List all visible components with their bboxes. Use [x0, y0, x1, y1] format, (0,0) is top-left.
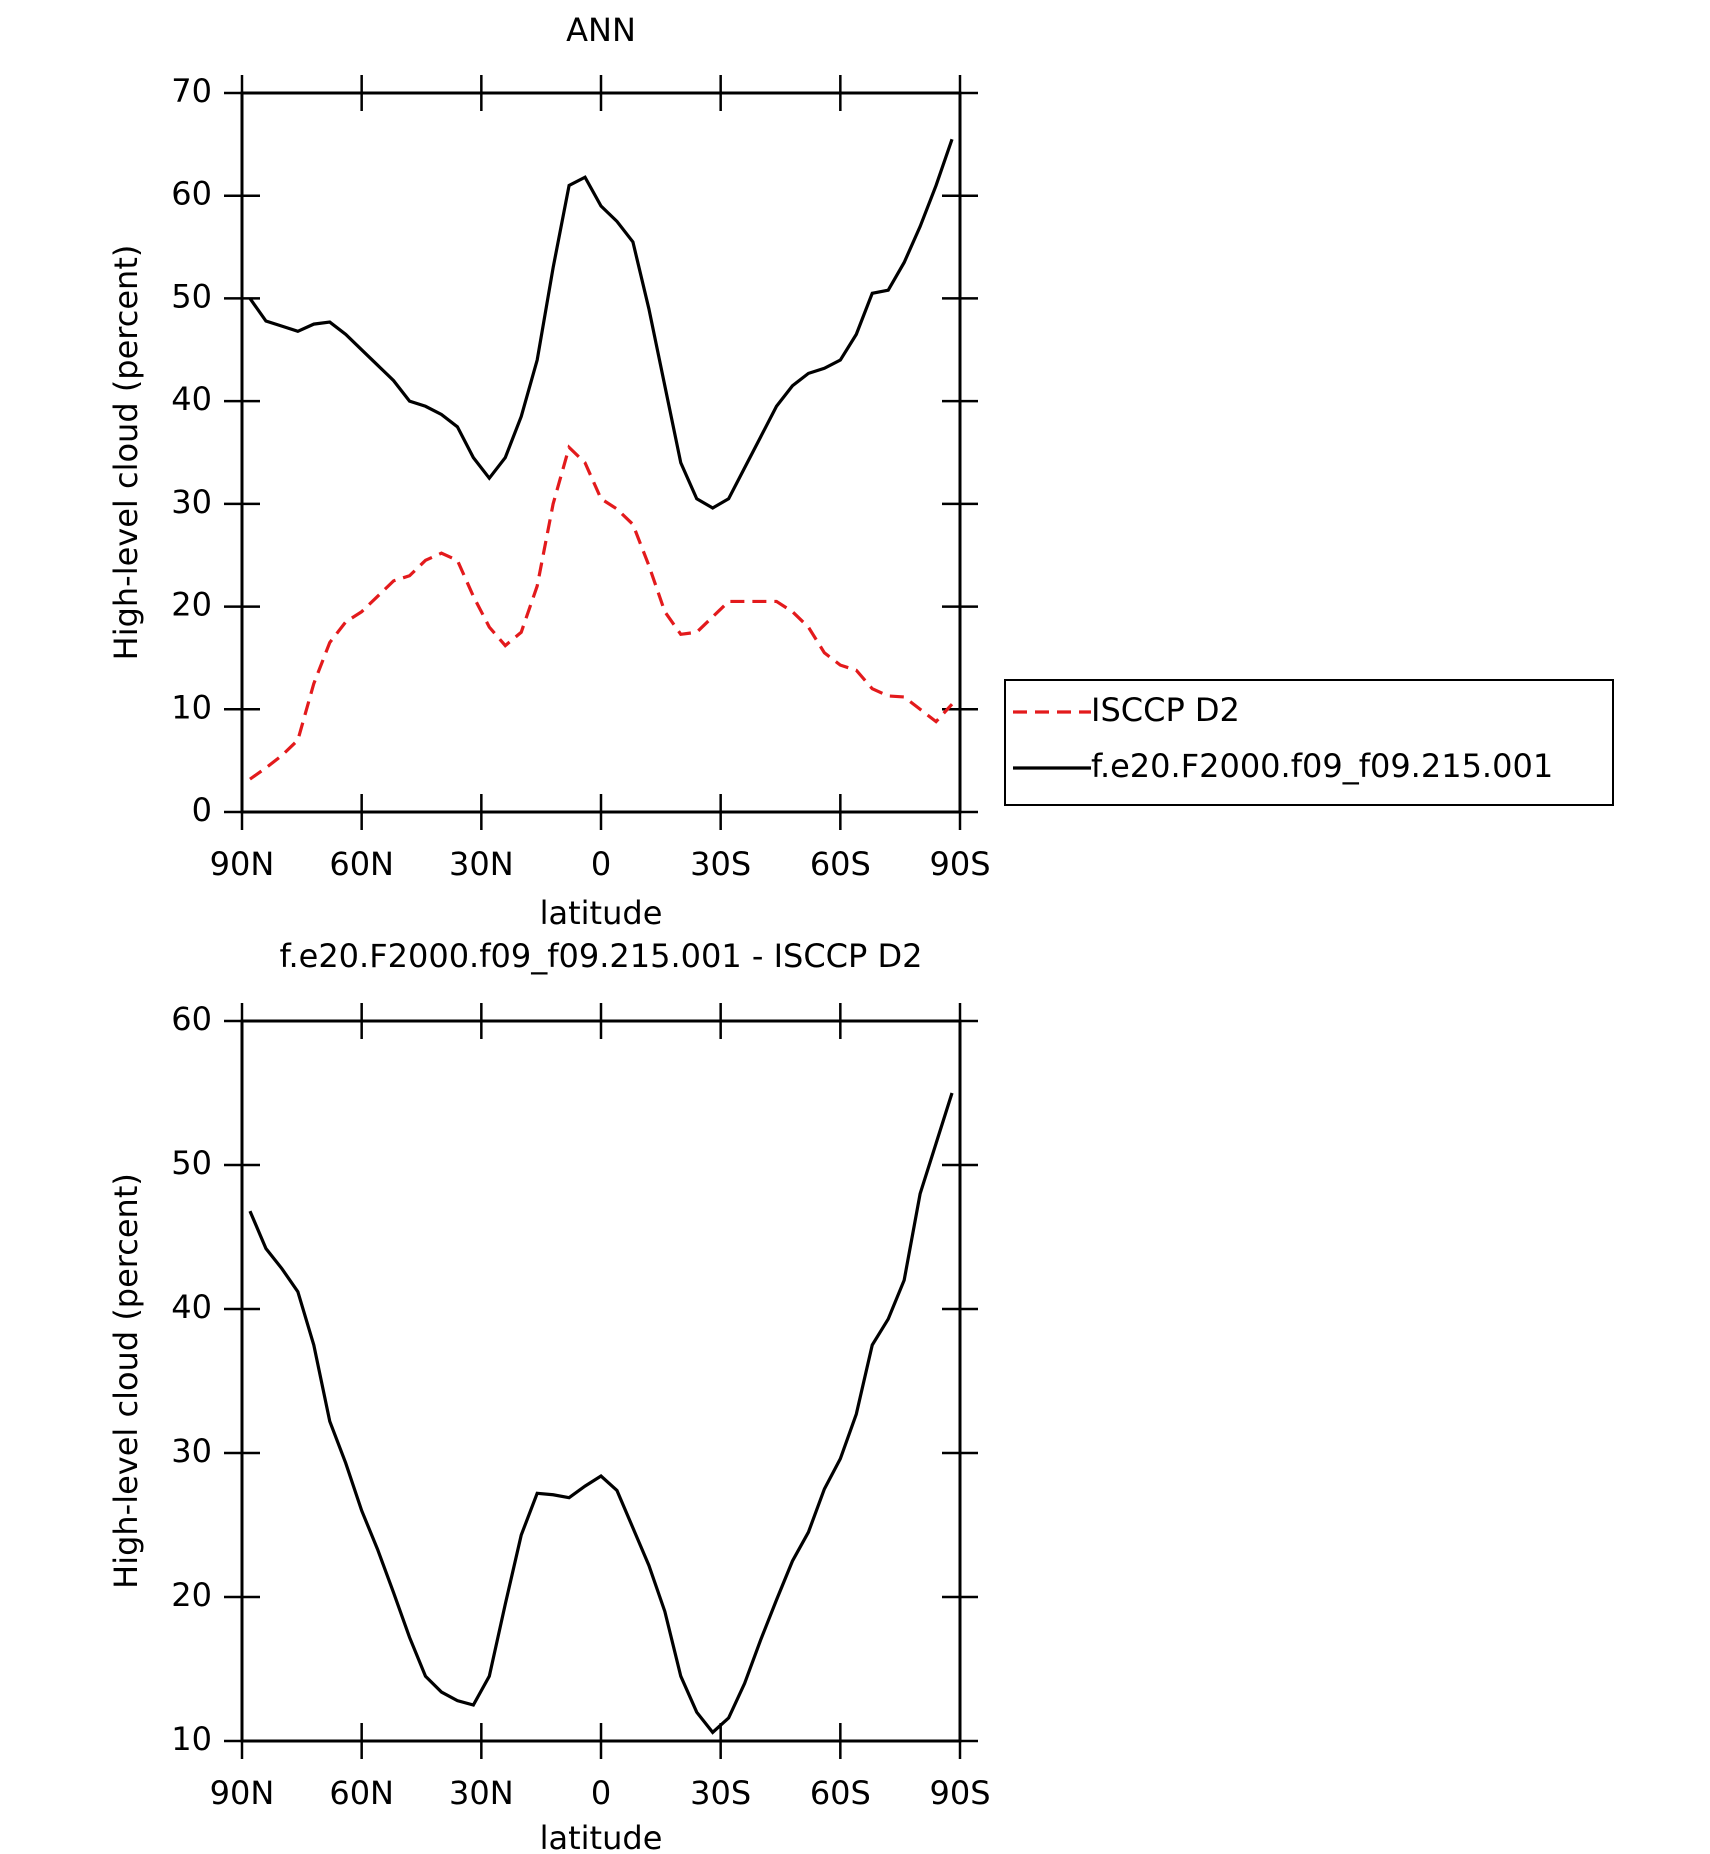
- y-tick-label: 10: [171, 688, 212, 726]
- y-tick-label: 40: [171, 1288, 212, 1326]
- x-tick-label: 0: [591, 845, 611, 883]
- y-tick-label: 40: [171, 380, 212, 418]
- y-tick-label: 20: [171, 586, 212, 624]
- x-tick-label: 60S: [810, 845, 871, 883]
- x-tick-label: 30S: [690, 1774, 751, 1812]
- y-tick-label: 50: [171, 277, 212, 315]
- y-tick-label: 60: [171, 175, 212, 213]
- chart-title: ANN: [566, 11, 636, 49]
- x-tick-label: 30N: [449, 1774, 514, 1812]
- x-tick-label: 30S: [690, 845, 751, 883]
- x-axis-label: latitude: [540, 894, 663, 932]
- x-tick-label: 30N: [449, 845, 514, 883]
- x-tick-label: 90S: [929, 1774, 990, 1812]
- x-axis-label: latitude: [540, 1819, 663, 1850]
- y-tick-label: 10: [171, 1720, 212, 1758]
- y-axis-label: High-level cloud (percent): [107, 1173, 145, 1589]
- x-tick-label: 90N: [210, 845, 275, 883]
- plot-frame: [240, 91, 962, 814]
- y-tick-label: 60: [171, 1000, 212, 1038]
- y-tick-label: 30: [171, 483, 212, 521]
- data-line: [248, 1092, 954, 1735]
- y-tick-label: 50: [171, 1144, 212, 1182]
- y-axis-label: High-level cloud (percent): [107, 245, 145, 661]
- x-tick-label: 0: [591, 1774, 611, 1812]
- y-tick-label: 20: [171, 1576, 212, 1614]
- legend-label: f.e20.F2000.f09_f09.215.001: [1091, 747, 1553, 785]
- data-line: [248, 138, 954, 510]
- x-tick-label: 90N: [210, 1774, 275, 1812]
- chart-title: f.e20.F2000.f09_f09.215.001 - ISCCP D2: [280, 937, 923, 975]
- x-tick-label: 90S: [929, 845, 990, 883]
- legend-label: ISCCP D2: [1091, 691, 1240, 729]
- y-tick-label: 30: [171, 1432, 212, 1470]
- x-tick-label: 60S: [810, 1774, 871, 1812]
- x-tick-label: 60N: [329, 1774, 394, 1812]
- y-tick-label: 0: [192, 791, 212, 829]
- x-tick-label: 60N: [329, 845, 394, 883]
- legend-box: [1004, 679, 1614, 806]
- y-tick-label: 70: [171, 72, 212, 110]
- plot-frame: [240, 1019, 962, 1743]
- data-line: [249, 444, 954, 781]
